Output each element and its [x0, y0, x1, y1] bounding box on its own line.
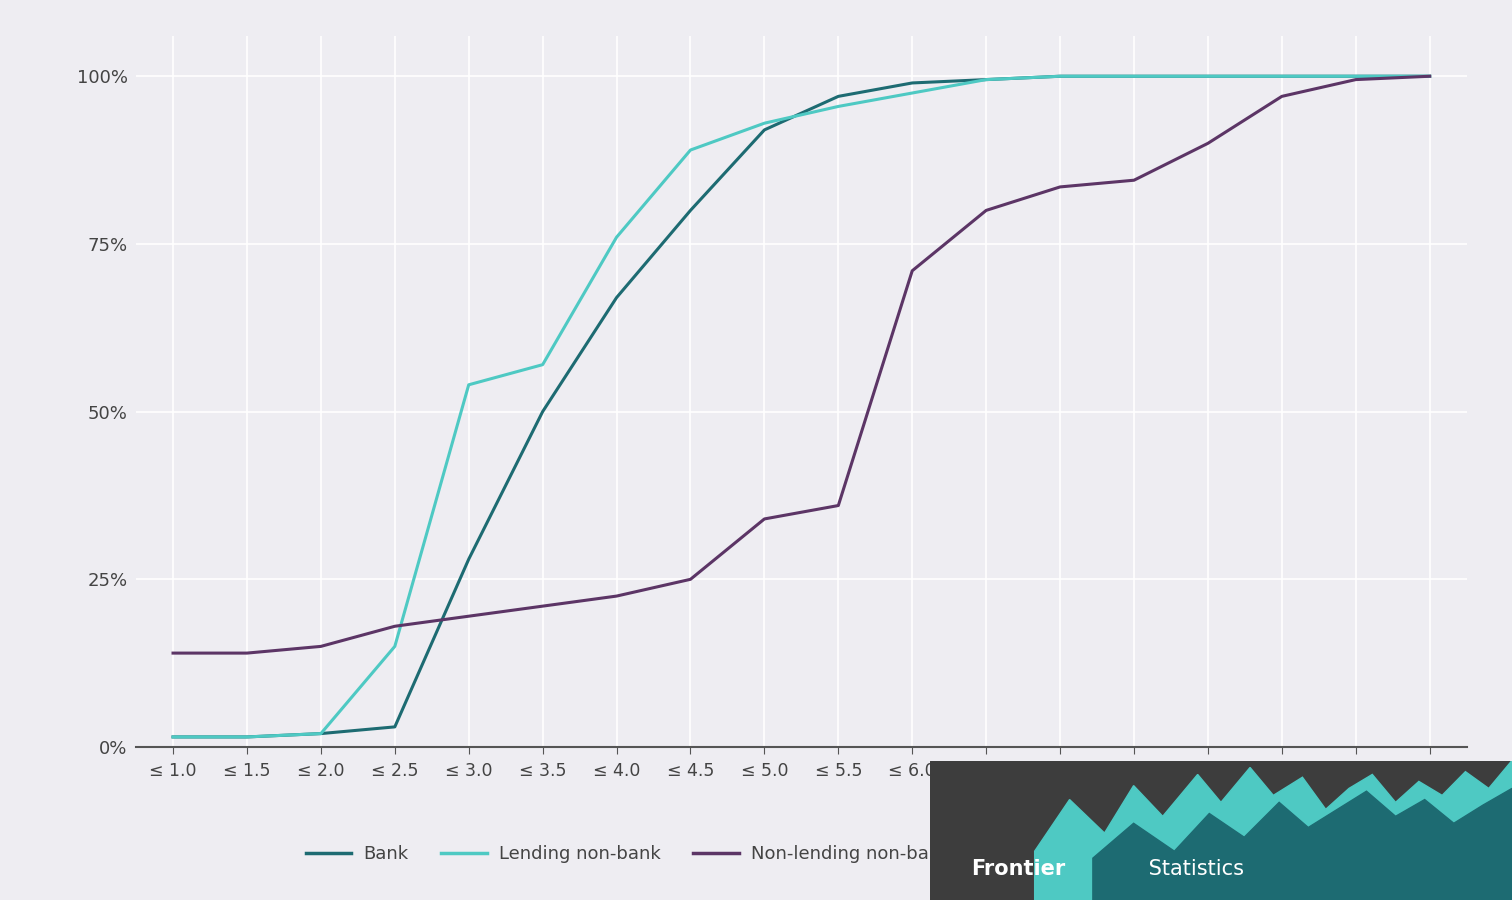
Text: Statistics: Statistics [1143, 860, 1244, 879]
Legend: Bank, Lending non-bank, Non-lending non-bank: Bank, Lending non-bank, Non-lending non-… [299, 838, 959, 870]
Polygon shape [1034, 760, 1512, 900]
Polygon shape [1093, 788, 1512, 900]
Text: Frontier: Frontier [971, 860, 1064, 879]
